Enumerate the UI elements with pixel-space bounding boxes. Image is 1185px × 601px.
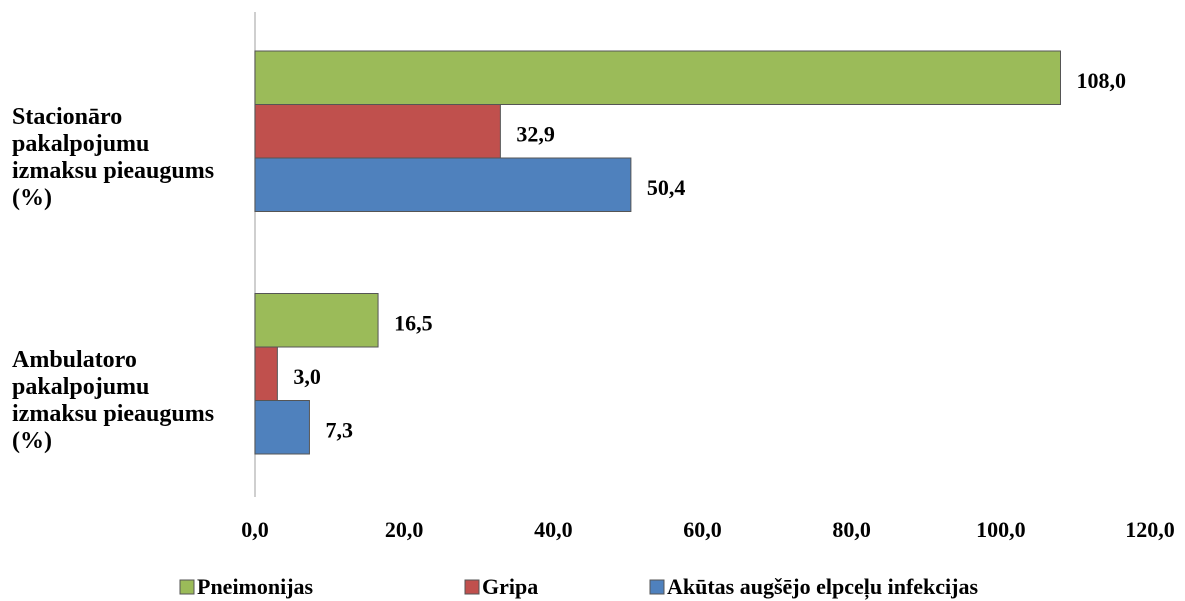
x-tick-label: 120,0 [1125, 517, 1175, 542]
x-tick-label: 40,0 [534, 517, 573, 542]
value-label: 3,0 [293, 364, 321, 389]
x-tick-label: 60,0 [683, 517, 722, 542]
value-label: 108,0 [1077, 68, 1127, 93]
value-label: 7,3 [325, 417, 353, 442]
value-label: 50,4 [647, 175, 686, 200]
legend-label: Pneimonijas [197, 574, 314, 599]
bar [254, 400, 310, 455]
value-label: 32,9 [516, 121, 555, 146]
bar [254, 157, 632, 212]
x-tick-label: 80,0 [832, 517, 871, 542]
value-label: 16,5 [394, 310, 433, 335]
bar [254, 293, 379, 348]
bar [254, 104, 501, 159]
legend-label: Gripa [482, 574, 538, 599]
legend-swatch [464, 579, 480, 595]
category-label: Ambulatoro pakalpojumu izmaksu pieaugums… [12, 346, 215, 454]
x-tick-label: 100,0 [976, 517, 1026, 542]
bar [254, 50, 1061, 105]
legend-label: Akūtas augšējo elpceļu infekcijas [667, 574, 979, 600]
bar [254, 346, 278, 401]
x-tick-label: 0,0 [241, 517, 269, 542]
x-tick-label: 20,0 [385, 517, 424, 542]
legend-swatch [649, 579, 665, 595]
category-label: Stacionāro pakalpojumu izmaksu pieaugums… [12, 104, 215, 212]
legend-swatch [179, 579, 195, 595]
